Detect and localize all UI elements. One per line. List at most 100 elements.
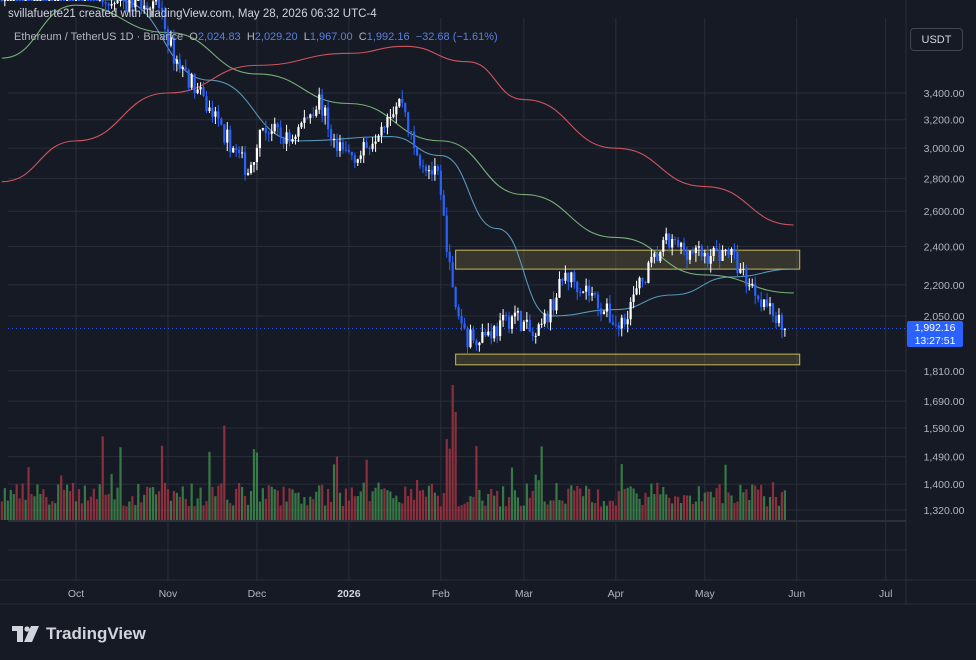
candle-body	[439, 170, 442, 195]
volume-bar	[771, 482, 775, 520]
candle-body	[635, 288, 638, 295]
candle-body	[187, 69, 190, 88]
candle-body	[593, 293, 597, 295]
volume-bar	[71, 482, 75, 520]
volume-bar	[718, 484, 721, 520]
volume-bar	[478, 489, 481, 520]
candle-body	[214, 111, 217, 117]
volume-bar	[721, 503, 724, 520]
candle-body	[249, 164, 253, 174]
candle-body	[644, 281, 647, 283]
candle-body	[202, 87, 205, 97]
volume-bar	[656, 482, 659, 520]
candle-body	[676, 239, 680, 247]
candle-body	[9, 0, 12, 1]
candle-body	[445, 215, 448, 252]
y-tick-label: 2,800.00	[924, 174, 965, 186]
candle-body	[12, 0, 15, 1]
candle-body	[410, 131, 413, 133]
candle-body	[671, 238, 674, 248]
candle-body	[712, 247, 715, 256]
candle-body	[128, 0, 131, 12]
y-tick-label: 2,400.00	[924, 242, 965, 254]
candle-body	[662, 240, 665, 252]
candle-body	[344, 149, 348, 151]
close-value: 1,992.16	[366, 31, 410, 43]
volume-bar	[318, 485, 321, 520]
candle-body	[30, 0, 33, 1]
symbol-legend[interactable]: Ethereum / TetherUS 1D · Binance O2,024.…	[14, 31, 498, 43]
volume-bar	[754, 485, 757, 520]
volume-bar	[146, 486, 149, 520]
candle-body	[297, 127, 300, 137]
volume-bar	[371, 491, 374, 520]
volume-bar	[534, 474, 537, 520]
candle-body	[599, 308, 603, 315]
volume-bar	[169, 500, 173, 520]
y-tick-label: 3,000.00	[924, 143, 965, 155]
volume-bar	[626, 487, 629, 520]
volume-bar	[418, 490, 422, 520]
candle-body	[549, 299, 552, 323]
candle-body	[516, 311, 520, 313]
volume-bar	[294, 493, 297, 520]
volume-bar	[694, 501, 697, 520]
volume-bar	[321, 484, 324, 520]
candle-body	[318, 94, 321, 110]
volume-bar	[590, 502, 594, 520]
volume-bar	[258, 501, 261, 520]
volume-bar	[282, 486, 285, 520]
volume-bar	[273, 489, 276, 520]
candle-body	[199, 87, 202, 90]
volume-bar	[0, 501, 3, 520]
candle-body	[98, 0, 101, 1]
volume-bar	[558, 499, 561, 520]
candle-body	[86, 0, 89, 1]
candle-body	[540, 323, 543, 325]
volume-bar	[691, 504, 695, 520]
currency-button[interactable]: USDT	[910, 28, 963, 51]
volume-bar	[77, 489, 81, 520]
tradingview-logo[interactable]: TradingView	[12, 624, 146, 644]
candle-body	[777, 314, 781, 324]
volume-bar	[21, 483, 24, 520]
volume-bar	[620, 464, 623, 520]
candle-body	[89, 0, 92, 1]
candle-body	[653, 253, 656, 257]
candle-body	[739, 269, 742, 274]
candle-body	[401, 99, 404, 103]
volume-bar	[765, 506, 769, 520]
candle-body	[427, 170, 431, 172]
candle-body	[558, 279, 561, 298]
volume-bar	[285, 501, 288, 520]
volume-bar	[481, 500, 484, 520]
candle-body	[745, 269, 748, 286]
candle-body	[205, 96, 208, 111]
candle-body	[596, 294, 600, 309]
volume-bar	[629, 486, 632, 520]
candle-body	[273, 123, 276, 132]
volume-bar	[549, 500, 552, 520]
y-tick-label: 1,320.00	[924, 505, 965, 517]
candle-body	[235, 147, 238, 150]
candle-body	[353, 155, 356, 163]
candle-body	[33, 0, 36, 1]
volume-bar	[410, 489, 413, 520]
symbol-name[interactable]: Ethereum / TetherUS 1D · Binance	[14, 31, 184, 43]
volume-bar	[638, 498, 641, 520]
volume-bar	[427, 485, 431, 520]
high-label: H	[246, 31, 255, 43]
volume-bar	[685, 495, 689, 520]
candle-body	[190, 74, 193, 88]
volume-bar	[249, 490, 253, 520]
candle-body	[371, 143, 374, 150]
candle-body	[223, 124, 226, 143]
candle-body	[763, 299, 766, 307]
volume-bar	[172, 491, 175, 520]
volume-bar	[264, 498, 267, 520]
volume-bar	[140, 502, 143, 520]
volume-bar	[338, 492, 342, 520]
volume-bar	[3, 488, 6, 520]
volume-bar	[66, 484, 69, 520]
